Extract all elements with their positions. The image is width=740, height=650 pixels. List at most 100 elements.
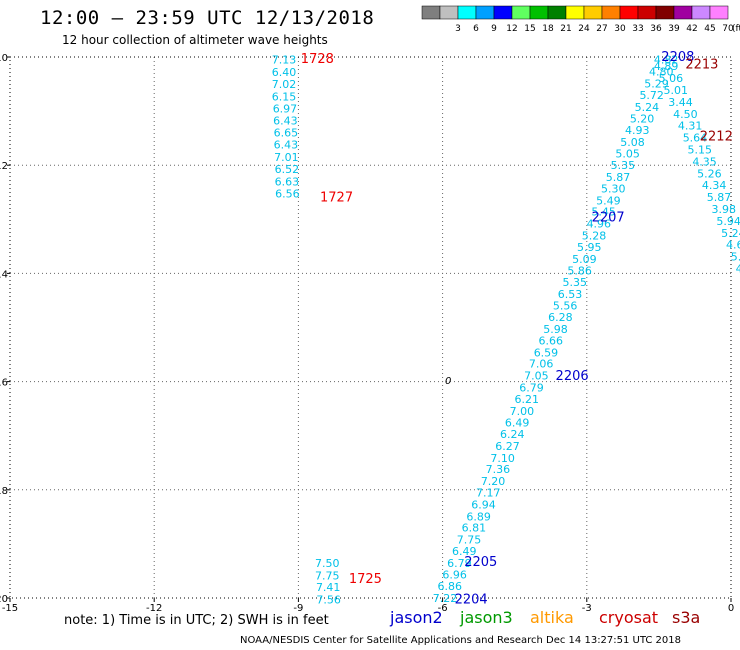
swh-value: 6.15 bbox=[272, 90, 297, 103]
swh-value: 4.80 bbox=[649, 66, 674, 79]
swh-value: 6.43 bbox=[274, 139, 299, 152]
legend-swatch bbox=[457, 5, 477, 20]
swh-value: 5.29 bbox=[644, 78, 669, 91]
legend-swatch bbox=[601, 5, 621, 20]
swh-value: 5.05 bbox=[615, 147, 640, 160]
swh-value: 3.98 bbox=[712, 203, 737, 216]
x-tick-label: -3 bbox=[582, 603, 592, 614]
x-tick-label: -9 bbox=[293, 603, 303, 614]
page-title: 12:00 – 23:59 UTC 12/13/2018 bbox=[40, 7, 375, 29]
swh-value: 5.26 bbox=[697, 167, 722, 180]
swh-value: 4.35 bbox=[692, 155, 717, 168]
swh-value: 7.05 bbox=[524, 370, 549, 383]
footnote: note: 1) Time is in UTC; 2) SWH is in fe… bbox=[64, 613, 329, 628]
x-tick-label: 0 bbox=[728, 603, 734, 614]
swh-value: 4.89 bbox=[654, 60, 679, 73]
legend-swatch bbox=[691, 5, 711, 20]
swh-value: 6.63 bbox=[275, 175, 300, 188]
swh-value: 6.89 bbox=[466, 510, 491, 523]
legend-swatch bbox=[619, 5, 639, 20]
swh-value: 6.79 bbox=[447, 557, 472, 570]
legend-tick-label: 39 bbox=[668, 24, 680, 34]
swh-value: 7.50 bbox=[315, 557, 340, 570]
swh-value: 5.87 bbox=[707, 191, 732, 204]
legend-swatch bbox=[565, 5, 585, 20]
swh-value: 6.27 bbox=[495, 440, 520, 453]
swh-value: 7.22 bbox=[433, 592, 458, 605]
x-tick-label: -12 bbox=[146, 603, 162, 614]
credit-line: NOAA/NESDIS Center for Satellite Applica… bbox=[240, 635, 682, 646]
legend-swatch bbox=[709, 5, 729, 20]
swh-value: 5.24 bbox=[721, 227, 740, 240]
legend-tick-label: 24 bbox=[578, 24, 590, 34]
swh-value: 7.36 bbox=[486, 463, 511, 476]
swh-value: 4.34 bbox=[702, 179, 727, 192]
time-label: 2207 bbox=[592, 211, 625, 226]
time-label: 1725 bbox=[349, 572, 382, 587]
x-tick-label: -15 bbox=[2, 603, 18, 614]
legend-swatch bbox=[439, 5, 459, 20]
swh-value: 6.49 bbox=[505, 417, 530, 430]
swh-value: 4.93 bbox=[625, 124, 650, 137]
swh-value: 6.49 bbox=[452, 545, 477, 558]
swh-value: 7.13 bbox=[272, 54, 297, 67]
swh-value: 7.20 bbox=[481, 475, 506, 488]
chart-grid bbox=[10, 57, 731, 598]
swh-value: 5.28 bbox=[582, 230, 607, 243]
y-tick-label: -18 bbox=[0, 486, 8, 497]
mission-label-jason3: jason3 bbox=[460, 608, 513, 627]
swh-value: 5.01 bbox=[663, 84, 688, 97]
swh-value: 5.35 bbox=[611, 159, 636, 172]
swh-value: 5.45 bbox=[591, 206, 616, 219]
swh-value: 7.41 bbox=[316, 581, 341, 594]
swh-value: 4.31 bbox=[678, 120, 703, 133]
swh-value: 6.79 bbox=[519, 382, 544, 395]
legend-tick-label: 27 bbox=[596, 24, 607, 34]
legend-swatch bbox=[421, 5, 441, 20]
time-label: 1728 bbox=[301, 52, 334, 67]
swh-value: 5.24 bbox=[635, 101, 660, 114]
swh-value: 6.21 bbox=[514, 393, 539, 406]
x-tick-label: -6 bbox=[438, 603, 448, 614]
legend-tick-label: 3 bbox=[455, 24, 461, 34]
legend-tick-label: 21 bbox=[560, 24, 571, 34]
time-label: 2204 bbox=[455, 593, 488, 608]
swh-value: 5.15 bbox=[688, 144, 713, 157]
swh-value: 6.43 bbox=[273, 114, 298, 127]
legend-swatch bbox=[511, 5, 531, 20]
swh-value: 4.50 bbox=[673, 108, 698, 121]
swh-value: 6.52 bbox=[275, 163, 300, 176]
y-tick-label: -12 bbox=[0, 161, 8, 172]
swh-value: 5.87 bbox=[606, 171, 631, 184]
swh-value: 7.10 bbox=[490, 452, 515, 465]
swh-value: 7.01 bbox=[274, 151, 299, 164]
swh-value: 6.65 bbox=[274, 127, 299, 140]
swh-value: 4.96 bbox=[587, 218, 612, 231]
swh-value: 6.81 bbox=[462, 522, 487, 535]
swh-values: 7.136.407.026.156.976.436.656.437.016.52… bbox=[272, 54, 740, 607]
time-label: 1727 bbox=[320, 191, 353, 206]
mission-label-jason2: jason2 bbox=[390, 608, 443, 627]
y-tick-label: -14 bbox=[0, 269, 8, 280]
swh-value: 5.08 bbox=[620, 136, 645, 149]
swh-value: 6.66 bbox=[539, 334, 564, 347]
legend-swatch bbox=[655, 5, 675, 20]
swh-value: 7.00 bbox=[510, 405, 535, 418]
legend-tick-label: 9 bbox=[491, 24, 497, 34]
swh-value: 7.56 bbox=[316, 594, 341, 607]
legend-swatch bbox=[637, 5, 657, 20]
swh-value: 5.09 bbox=[572, 253, 597, 266]
map-markers: 0 bbox=[445, 376, 451, 387]
y-tick-label: -16 bbox=[0, 378, 8, 389]
legend-tick-label: 30 bbox=[614, 24, 626, 34]
time-label: 2206 bbox=[556, 369, 589, 384]
swh-value: 5.56 bbox=[553, 299, 578, 312]
legend-tick-label: 33 bbox=[632, 24, 643, 34]
swh-value: 5.72 bbox=[639, 89, 664, 102]
swh-value: 3.44 bbox=[668, 96, 693, 109]
y-tick-label: -20 bbox=[0, 594, 8, 605]
swh-value: 5.35 bbox=[563, 276, 588, 289]
swh-value: 6.24 bbox=[500, 428, 525, 441]
swh-value: 6.56 bbox=[275, 187, 300, 200]
swh-value: 5.95 bbox=[577, 241, 602, 254]
